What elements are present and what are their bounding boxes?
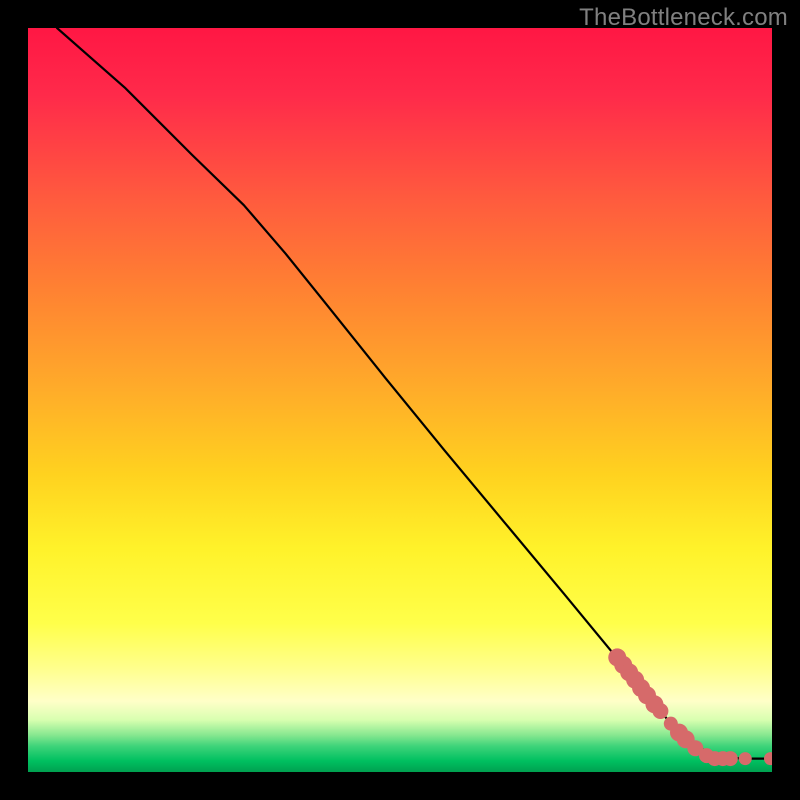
marker-dot [723, 751, 738, 766]
watermark-text: TheBottleneck.com [579, 4, 788, 32]
marker-dot [764, 752, 772, 765]
markers-group [608, 648, 772, 766]
curve-line [57, 28, 772, 759]
marker-dot [652, 703, 668, 719]
plot-area [28, 28, 772, 772]
outer-frame: TheBottleneck.com [0, 0, 800, 800]
marker-dot [739, 752, 752, 765]
chart-overlay [28, 28, 772, 772]
